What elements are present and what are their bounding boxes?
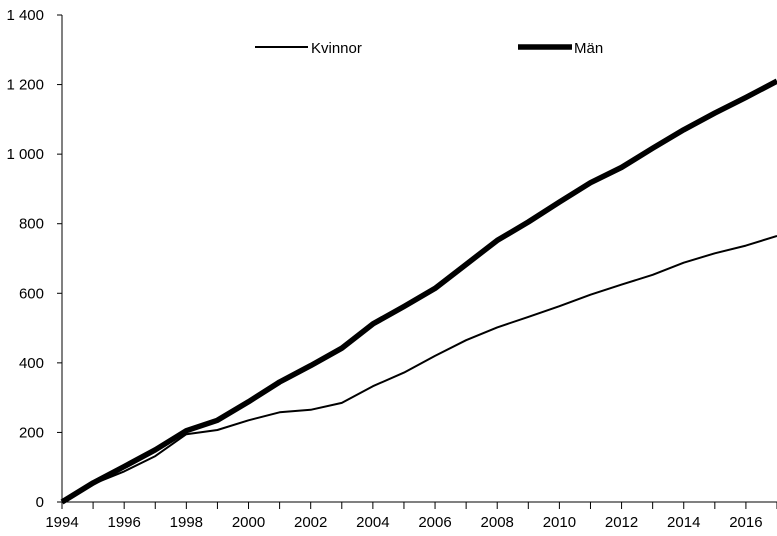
- y-tick-label: 800: [19, 216, 44, 233]
- y-tick-label: 600: [19, 285, 44, 302]
- x-tick-label: 1994: [45, 514, 78, 531]
- y-tick-label: 0: [36, 494, 44, 511]
- series-line-kvinnor: [61, 234, 777, 503]
- x-tick-label: 2000: [232, 514, 265, 531]
- legend: Kvinnor Män: [255, 40, 603, 57]
- x-tick-label: 2010: [543, 514, 576, 531]
- x-tick-label: 2004: [356, 514, 389, 531]
- x-tick-label: 2002: [294, 514, 327, 531]
- axes: [61, 15, 777, 503]
- x-tick-label: 1996: [107, 514, 140, 531]
- y-tick-label: 1 400: [6, 7, 44, 24]
- x-tick-label: 2012: [605, 514, 638, 531]
- legend-label-man: Män: [574, 40, 603, 57]
- x-tick-label: 2006: [418, 514, 451, 531]
- series-line-man: [60, 78, 777, 505]
- legend-label-kvinnor: Kvinnor: [311, 40, 362, 57]
- x-tick-label: 2008: [481, 514, 514, 531]
- x-axis-ticks: 1994 1996 1998 2000 2002 2004 2006 2008 2010 2012…: [45, 502, 777, 531]
- y-tick-label: 1 000: [6, 146, 44, 163]
- y-tick-label: 400: [19, 355, 44, 372]
- x-tick-label: 2014: [667, 514, 700, 531]
- x-tick-label: 1998: [170, 514, 203, 531]
- y-tick-label: 1 200: [6, 77, 44, 94]
- series-layer: [60, 78, 777, 505]
- y-tick-label: 200: [19, 424, 44, 441]
- x-tick-label: 2016: [729, 514, 762, 531]
- y-axis-ticks: 0 200 400 600 800 1 000 1 200 1 400: [6, 7, 62, 511]
